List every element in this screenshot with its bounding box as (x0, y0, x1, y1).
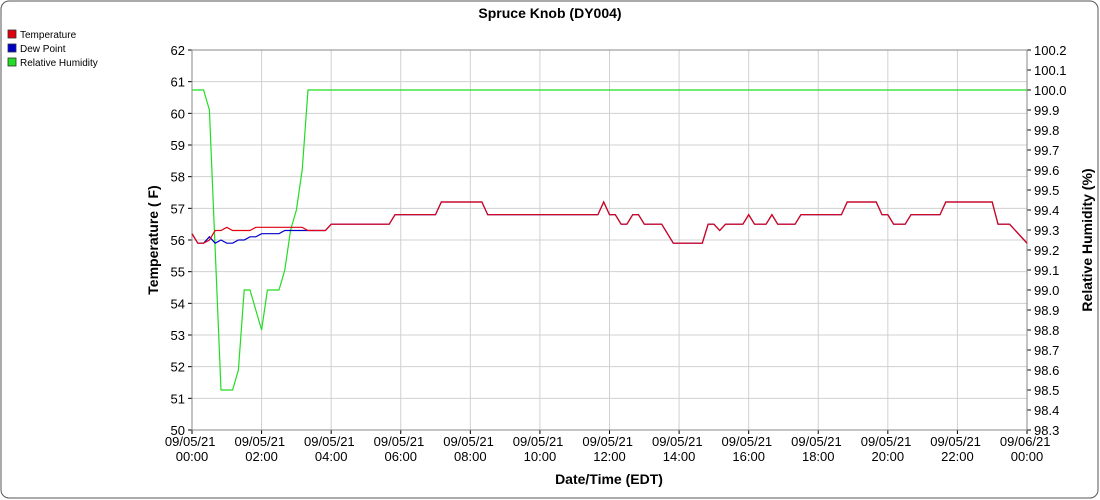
x-tick-label: 09/05/21 02:00 (234, 434, 288, 464)
y2-tick-label: 99.3 (1034, 223, 1059, 238)
y2-tick-label: 99.7 (1034, 143, 1059, 158)
y-axis-label: Temperature ( F) (145, 185, 161, 294)
x-axis-label: Date/Time (EDT) (555, 471, 663, 487)
y-tick-label: 58 (171, 170, 185, 185)
y2-tick-label: 99.0 (1034, 283, 1059, 298)
x-tick-label: 09/05/21 16:00 (722, 434, 776, 464)
y2-tick-label: 100.2 (1034, 43, 1067, 58)
y-tick-label: 53 (171, 328, 185, 343)
y-tick-label: 56 (171, 233, 185, 248)
legend-swatch (7, 43, 17, 53)
legend-label: Temperature (20, 30, 77, 41)
x-tick-label: 09/05/21 08:00 (443, 434, 497, 464)
y2-tick-label: 98.4 (1034, 403, 1059, 418)
x-tick-label: 09/05/21 10:00 (513, 434, 567, 464)
x-tick-label: 09/05/21 04:00 (304, 434, 358, 464)
y-tick-label: 62 (171, 43, 185, 58)
legend-swatch (7, 57, 17, 67)
plot-area (191, 49, 1028, 431)
y2-tick-label: 99.6 (1034, 163, 1059, 178)
x-tick-label: 09/05/21 22:00 (930, 434, 984, 464)
legend-label: Dew Point (20, 44, 66, 55)
y-tick-label: 52 (171, 360, 185, 375)
y-tick-label: 59 (171, 138, 185, 153)
series-line (191, 200, 1028, 244)
y-tick-label: 50 (171, 423, 185, 438)
y-tick-label: 51 (171, 391, 185, 406)
y2-tick-label: 99.4 (1034, 203, 1059, 218)
x-tick-label: 09/05/21 06:00 (374, 434, 428, 464)
x-tick-label: 09/05/21 12:00 (582, 434, 636, 464)
y2-axis-label: Relative Humidity (%) (1079, 168, 1095, 311)
x-tick-label: 09/06/21 00:00 (1000, 434, 1054, 464)
y-tick-label: 55 (171, 265, 185, 280)
y-tick-label: 57 (171, 201, 185, 216)
x-tick-label: 09/05/21 14:00 (652, 434, 706, 464)
x-tick-label: 09/05/21 00:00 (165, 434, 219, 464)
series-line (192, 89, 1027, 391)
y-tick-label: 54 (171, 296, 185, 311)
y-tick-label: 60 (171, 106, 185, 121)
y2-tick-label: 99.2 (1034, 243, 1059, 258)
y2-tick-label: 98.6 (1034, 363, 1059, 378)
y2-tick-label: 98.3 (1034, 423, 1059, 438)
y2-tick-label: 98.5 (1034, 383, 1059, 398)
y2-tick-label: 99.8 (1034, 123, 1059, 138)
y2-tick-label: 99.5 (1034, 183, 1059, 198)
y2-tick-label: 98.7 (1034, 343, 1059, 358)
x-tick-label: 09/05/21 18:00 (791, 434, 845, 464)
y2-tick-label: 100.0 (1034, 83, 1067, 98)
legend-swatch (7, 29, 17, 39)
legend-label: Relative Humidity (20, 58, 98, 69)
x-tick-label: 09/05/21 20:00 (861, 434, 915, 464)
y2-tick-label: 98.8 (1034, 323, 1059, 338)
chart-title: Spruce Knob (DY004) (478, 5, 621, 21)
y2-tick-label: 100.1 (1034, 63, 1067, 78)
y2-tick-label: 98.9 (1034, 303, 1059, 318)
y-tick-label: 61 (171, 75, 185, 90)
y2-tick-label: 99.1 (1034, 263, 1059, 278)
y2-tick-label: 99.9 (1034, 103, 1059, 118)
